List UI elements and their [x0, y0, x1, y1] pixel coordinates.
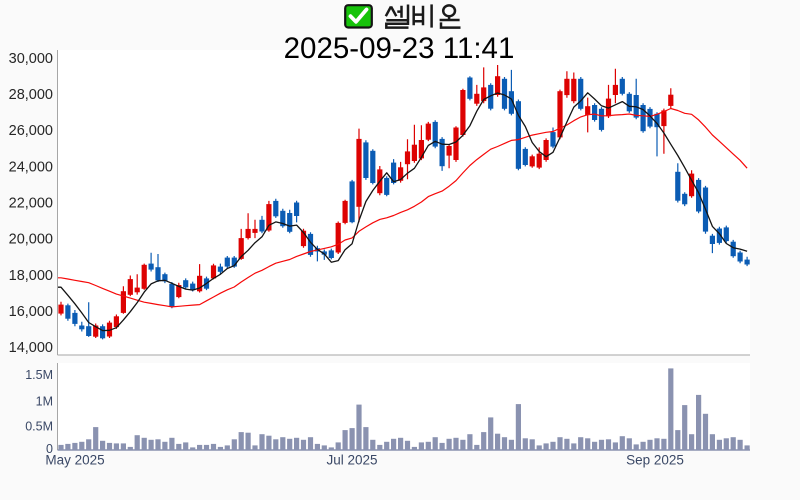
svg-text:26,000: 26,000: [9, 123, 53, 139]
svg-text:2025-09-23 11:41: 2025-09-23 11:41: [284, 32, 515, 65]
svg-text:1.5M: 1.5M: [25, 368, 53, 382]
svg-text:18,000: 18,000: [9, 268, 53, 284]
svg-text:Jul 2025: Jul 2025: [326, 453, 377, 468]
svg-text:1M: 1M: [36, 394, 53, 408]
svg-text:May 2025: May 2025: [45, 453, 104, 468]
svg-text:20,000: 20,000: [9, 232, 53, 248]
svg-text:0.5M: 0.5M: [25, 420, 53, 434]
svg-text:Sep 2025: Sep 2025: [626, 453, 684, 468]
svg-text:16,000: 16,000: [9, 304, 53, 320]
svg-text:22,000: 22,000: [9, 196, 53, 212]
svg-text:30,000: 30,000: [9, 51, 53, 67]
svg-text:14,000: 14,000: [9, 340, 53, 356]
svg-text:24,000: 24,000: [9, 159, 53, 175]
svg-text:28,000: 28,000: [9, 87, 53, 103]
svg-text:0: 0: [46, 442, 53, 456]
